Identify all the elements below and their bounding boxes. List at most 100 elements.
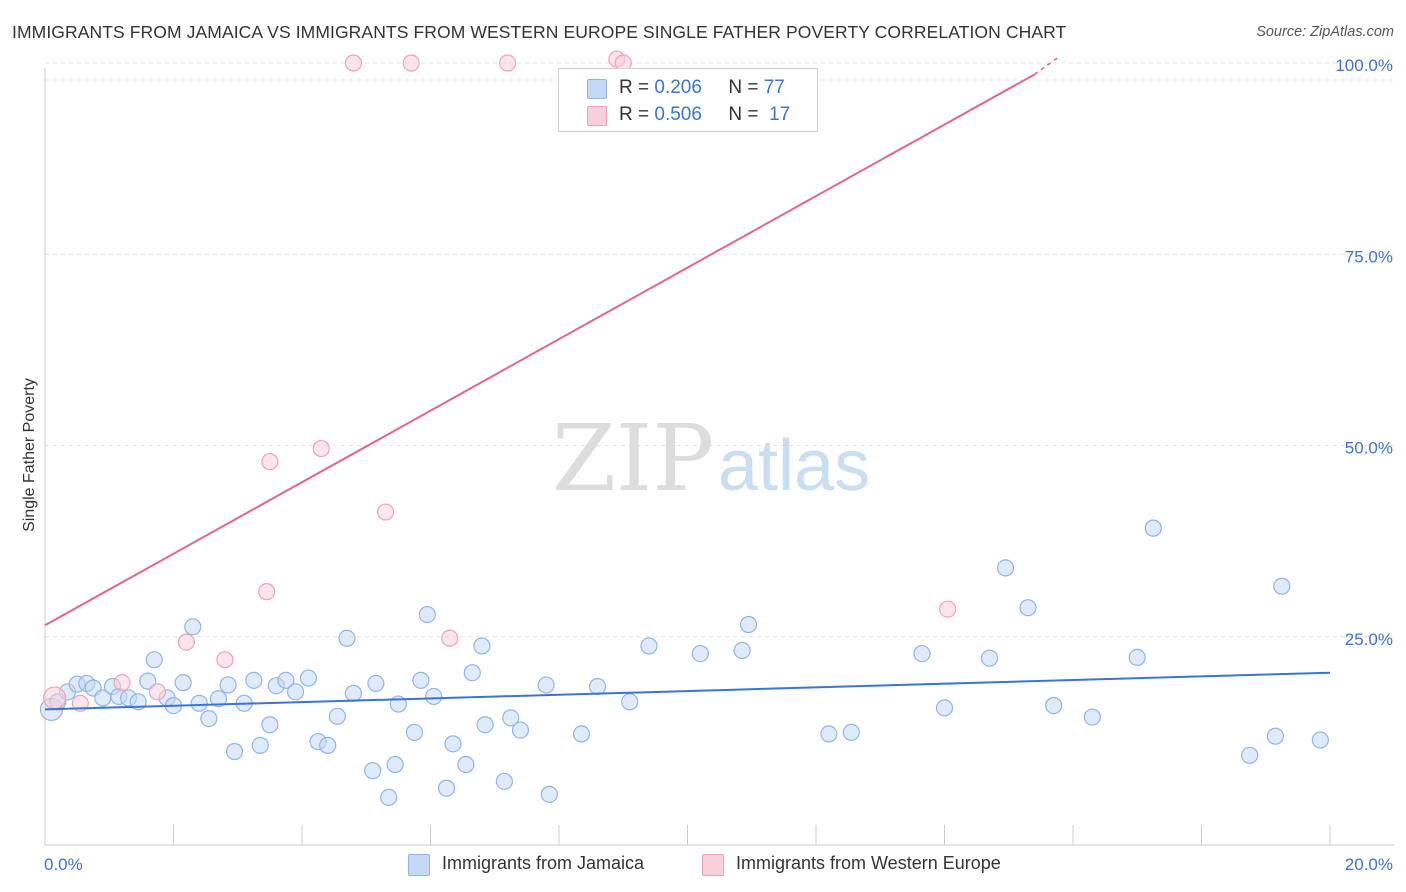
legend-n-value: 77 [763, 77, 785, 98]
data-point [216, 651, 234, 669]
grid-lines [45, 62, 1395, 638]
data-point [139, 672, 157, 690]
trend-line-western-europe [44, 73, 1035, 627]
bottom-legend-label-jamaica: Immigrants from Jamaica [442, 853, 645, 873]
watermark-atlas: atlas [718, 426, 870, 506]
legend-swatch-western-europe [587, 106, 607, 126]
data-point [537, 676, 555, 694]
data-point [380, 788, 398, 807]
data-point [364, 762, 382, 780]
data-point [418, 605, 436, 624]
data-point [376, 503, 395, 521]
trend-lines [44, 56, 1331, 711]
trend-line-jamaica [44, 671, 1331, 711]
data-point [312, 439, 330, 458]
legend-r-value: 0.206 [654, 77, 702, 98]
data-point [328, 707, 346, 725]
data-point [251, 736, 269, 754]
data-point [463, 664, 481, 682]
data-point [286, 683, 305, 701]
y-axis-label: Single Father Poverty [21, 378, 38, 532]
data-point [1311, 731, 1329, 749]
data-point [1241, 746, 1259, 764]
data-point [473, 637, 491, 655]
data-point [1045, 696, 1063, 715]
bottom-legend-label-western-europe: Immigrants from Western Europe [736, 853, 1001, 873]
legend-r-value: 0.506 [654, 104, 702, 125]
data-point [190, 694, 208, 712]
x-tick-label: 20.0% [1345, 855, 1393, 874]
x-tick-label: 0.0% [44, 855, 83, 874]
data-point [261, 452, 279, 471]
data-point [1128, 648, 1146, 667]
watermark: ZIP atlas [552, 405, 870, 512]
data-point [495, 772, 513, 790]
data-point [386, 755, 404, 774]
data-point [43, 686, 67, 710]
data-point [540, 785, 558, 803]
data-point [225, 742, 244, 761]
data-point [1144, 519, 1162, 537]
correlation-legend: R = 0.206 N = 77 R = 0.506 N = 17 [558, 68, 818, 132]
series-layer [39, 50, 1329, 807]
legend-swatch-jamaica [587, 79, 607, 99]
data-point [344, 684, 362, 702]
data-point [502, 709, 520, 727]
data-point [996, 559, 1015, 577]
series-western-europe [43, 50, 957, 712]
data-point [733, 641, 751, 660]
legend-n-label: N = [728, 77, 759, 98]
data-point [177, 633, 195, 651]
y-tick-label: 25.0% [1345, 630, 1393, 649]
data-point [245, 671, 263, 689]
watermark-zip: ZIP [552, 405, 714, 512]
legend-n-label: N = [728, 104, 759, 125]
data-point [588, 677, 607, 696]
data-point [913, 644, 931, 663]
data-point [219, 676, 237, 694]
data-point [457, 755, 475, 774]
data-point [640, 637, 658, 655]
data-point [344, 54, 362, 72]
series-jamaica [39, 519, 1329, 807]
data-point [402, 54, 420, 72]
data-point [572, 725, 591, 743]
legend-n-value: 17 [769, 104, 791, 125]
y-tick-label: 50.0% [1345, 439, 1393, 458]
data-point [261, 716, 279, 734]
data-point [441, 629, 459, 647]
data-point [1083, 708, 1101, 726]
data-point [425, 687, 443, 706]
data-point [148, 683, 167, 701]
data-point [499, 54, 517, 72]
data-point [437, 779, 456, 797]
data-point [184, 618, 202, 636]
trend-line-extension [1034, 56, 1059, 76]
data-point [476, 716, 494, 734]
data-point [1273, 577, 1291, 595]
data-point [200, 710, 218, 728]
legend-r-label: R = [619, 104, 650, 125]
data-point [412, 671, 430, 689]
data-point [367, 674, 385, 693]
data-point [113, 674, 131, 692]
data-point [277, 671, 295, 689]
data-point [209, 690, 228, 708]
data-point [739, 615, 758, 634]
data-point [145, 651, 163, 669]
data-point [691, 644, 709, 663]
data-point [299, 669, 318, 687]
data-point [338, 629, 356, 647]
data-point [405, 723, 424, 741]
data-point [842, 723, 860, 741]
data-point [935, 699, 954, 717]
data-point [174, 674, 192, 692]
data-point [1266, 727, 1284, 745]
bottom-legend-swatch-western-europe [702, 854, 724, 876]
data-point [980, 649, 999, 667]
source-label: Source: ZipAtlas.com [1256, 24, 1394, 40]
data-point [820, 725, 838, 743]
axes [44, 68, 1395, 846]
chart-title: IMMIGRANTS FROM JAMAICA VS IMMIGRANTS FR… [12, 22, 1067, 42]
tick-labels: 25.0% 50.0% 75.0% 100.0% 0.0% 20.0% [44, 56, 1393, 874]
